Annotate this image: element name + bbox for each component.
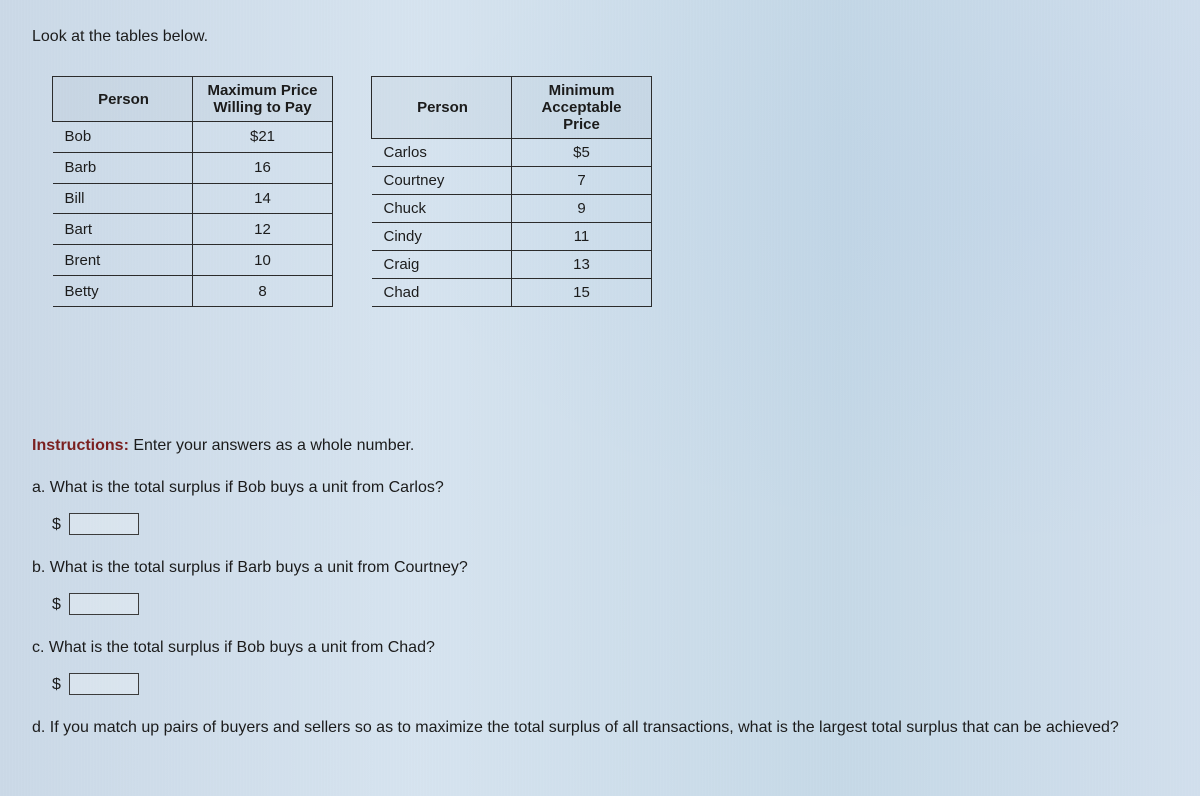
instructions-text: Enter your answers as a whole number.	[133, 437, 414, 454]
cell-person: Betty	[53, 276, 193, 307]
table-row: Chuck9	[372, 195, 652, 223]
question-c: c. What is the total surplus if Bob buys…	[32, 639, 1168, 657]
sellers-table: Person Minimum Acceptable Price Carlos$5…	[371, 76, 652, 307]
table-row: Brent10	[53, 245, 333, 276]
table-row: Craig13	[372, 251, 652, 279]
cell-value: 11	[512, 223, 652, 251]
cell-value: $21	[193, 122, 333, 153]
answer-line-b: $	[32, 593, 1168, 615]
table-row: Betty8	[53, 276, 333, 307]
table-row: Chad15	[372, 279, 652, 307]
answer-input-a[interactable]	[69, 513, 139, 535]
cell-value: 10	[193, 245, 333, 276]
tables-row: Person Maximum Price Willing to Pay Bob$…	[52, 76, 1168, 307]
cell-value: 12	[193, 214, 333, 245]
table-row: Bart12	[53, 214, 333, 245]
cell-value: $5	[512, 139, 652, 167]
currency-symbol: $	[52, 596, 61, 614]
instructions-block: Instructions: Enter your answers as a wh…	[32, 437, 1168, 737]
cell-person: Barb	[53, 152, 193, 183]
currency-symbol: $	[52, 676, 61, 694]
cell-value: 16	[193, 152, 333, 183]
cell-person: Carlos	[372, 139, 512, 167]
cell-person: Bob	[53, 122, 193, 153]
cell-value: 7	[512, 167, 652, 195]
instructions-line: Instructions: Enter your answers as a wh…	[32, 437, 1168, 455]
prompt-text: Look at the tables below.	[32, 28, 1168, 46]
cell-person: Courtney	[372, 167, 512, 195]
sellers-header-value: Minimum Acceptable Price	[512, 77, 652, 139]
question-a: a. What is the total surplus if Bob buys…	[32, 479, 1168, 497]
cell-value: 8	[193, 276, 333, 307]
cell-value: 9	[512, 195, 652, 223]
question-d: d. If you match up pairs of buyers and s…	[32, 719, 1168, 737]
cell-value: 13	[512, 251, 652, 279]
question-b: b. What is the total surplus if Barb buy…	[32, 559, 1168, 577]
cell-person: Cindy	[372, 223, 512, 251]
table-row: Barb16	[53, 152, 333, 183]
buyers-header-value: Maximum Price Willing to Pay	[193, 77, 333, 122]
cell-person: Craig	[372, 251, 512, 279]
buyers-header-person: Person	[53, 77, 193, 122]
answer-input-b[interactable]	[69, 593, 139, 615]
currency-symbol: $	[52, 516, 61, 534]
answer-input-c[interactable]	[69, 673, 139, 695]
answer-line-c: $	[32, 673, 1168, 695]
sellers-header-person: Person	[372, 77, 512, 139]
cell-person: Bart	[53, 214, 193, 245]
cell-value: 14	[193, 183, 333, 214]
buyers-table: Person Maximum Price Willing to Pay Bob$…	[52, 76, 333, 307]
cell-person: Bill	[53, 183, 193, 214]
answer-line-a: $	[32, 513, 1168, 535]
cell-person: Brent	[53, 245, 193, 276]
table-row: Bob$21	[53, 122, 333, 153]
instructions-label: Instructions:	[32, 437, 129, 454]
table-row: Bill14	[53, 183, 333, 214]
cell-person: Chad	[372, 279, 512, 307]
cell-person: Chuck	[372, 195, 512, 223]
table-row: Cindy11	[372, 223, 652, 251]
cell-value: 15	[512, 279, 652, 307]
table-row: Courtney7	[372, 167, 652, 195]
table-row: Carlos$5	[372, 139, 652, 167]
